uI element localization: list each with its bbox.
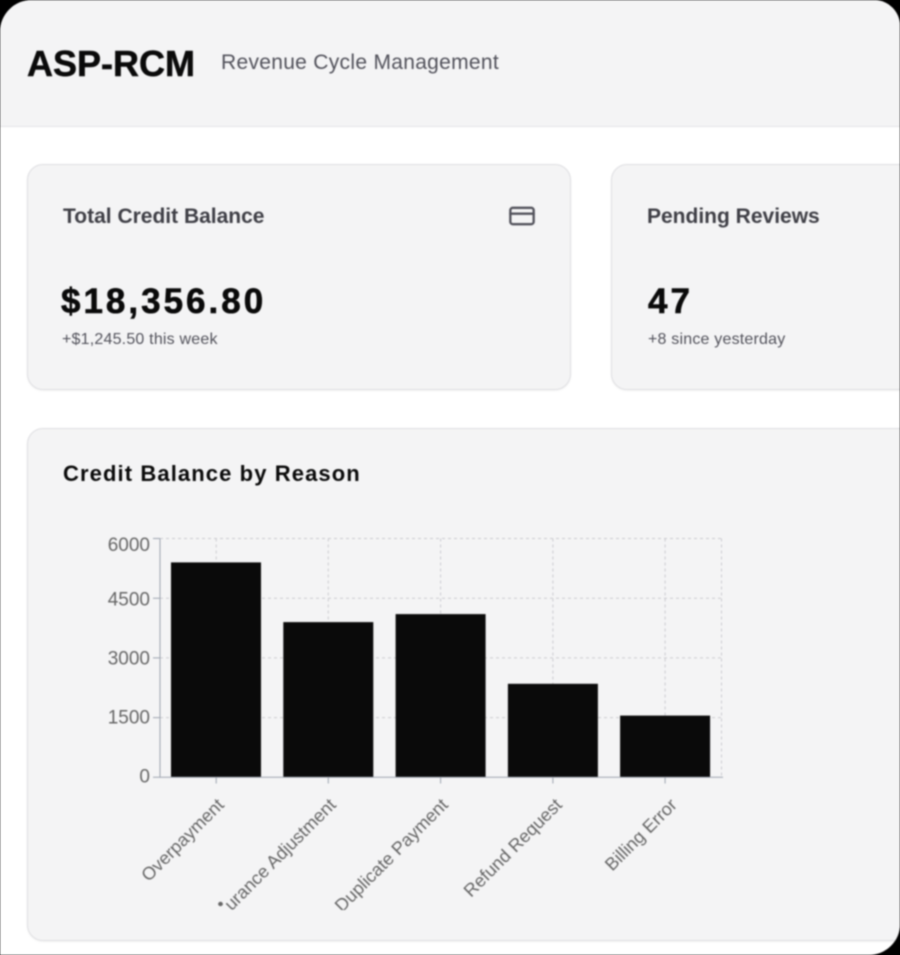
svg-text:1500: 1500 bbox=[108, 708, 150, 729]
svg-text:3000: 3000 bbox=[108, 649, 150, 670]
svg-text:Refund Request: Refund Request bbox=[460, 795, 566, 901]
svg-text:Overpayment: Overpayment bbox=[137, 795, 228, 886]
svg-text:urance Adjustment: urance Adjustment bbox=[220, 795, 340, 910]
svg-text:4500: 4500 bbox=[108, 590, 150, 611]
svg-text:Billing Error: Billing Error bbox=[601, 795, 681, 875]
svg-text:0: 0 bbox=[139, 767, 150, 788]
svg-text:6000: 6000 bbox=[108, 535, 150, 556]
svg-text:Duplicate Payment: Duplicate Payment bbox=[331, 795, 452, 910]
